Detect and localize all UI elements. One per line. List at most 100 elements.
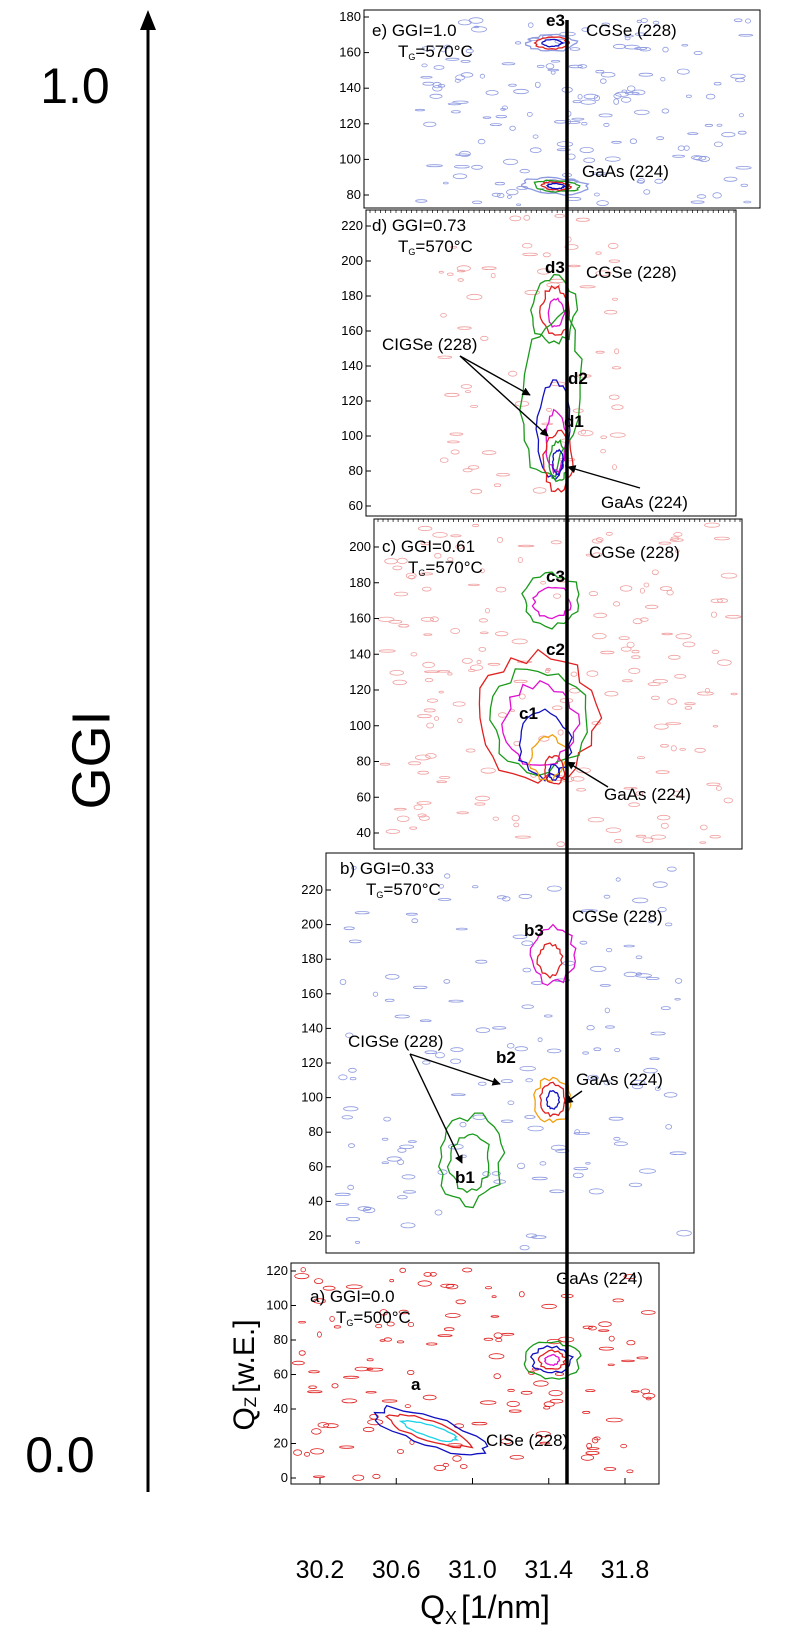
noise-contour (372, 991, 379, 997)
noise-contour (439, 457, 449, 463)
noise-contour (618, 636, 630, 640)
contour-line (398, 1420, 459, 1443)
noise-contour (609, 432, 626, 438)
noise-contour (455, 74, 466, 81)
noise-contour (571, 117, 585, 121)
panel-a-ggi-0-0: 0 20 40 60 80 100 120 a) GGI=0.0 TG=500°C GaAs (2… (266, 1262, 660, 1485)
noise-contour (480, 767, 496, 774)
noise-contour (352, 1474, 365, 1481)
noise-contour (482, 1171, 491, 1177)
noise-contour (411, 918, 419, 924)
noise-contour (467, 583, 480, 587)
noise-contour (568, 64, 583, 69)
contour-line (529, 923, 577, 986)
peak-label: c1 (519, 704, 538, 723)
y-tick-label: 40 (357, 825, 371, 840)
noise-contour (405, 572, 417, 579)
noise-contour (485, 90, 499, 96)
contour-line (539, 1081, 566, 1118)
noise-contour (649, 1057, 660, 1060)
noise-contour (549, 1189, 565, 1194)
peak-label: GaAs (224) (582, 162, 669, 181)
noise-contour (485, 608, 490, 614)
noise-contour (516, 203, 522, 206)
noise-contour (588, 591, 599, 597)
noise-contour (579, 146, 594, 153)
noise-contour (538, 735, 550, 742)
noise-contour (501, 62, 516, 66)
noise-contour (495, 115, 508, 119)
noise-contour (481, 450, 497, 455)
noise-contour (603, 122, 610, 127)
noise-contour (665, 1124, 673, 1130)
noise-contour (600, 650, 615, 655)
peak-label: GaAs (224) (604, 785, 691, 804)
noise-contour (651, 695, 660, 701)
noise-contour (426, 1342, 438, 1346)
noise-contour (366, 1358, 374, 1362)
ggi-axis-title: GGI (61, 710, 121, 809)
noise-contour (592, 632, 607, 640)
noise-contour (635, 973, 652, 978)
noise-contour (539, 1161, 547, 1166)
noise-contour (630, 1079, 646, 1086)
y-tick-label: 20 (309, 1228, 323, 1243)
noise-contour (362, 1426, 375, 1433)
label-arrow (409, 1053, 463, 1164)
noise-contour (386, 1156, 402, 1162)
noise-contour (493, 1373, 501, 1380)
noise-contour (733, 18, 743, 23)
noise-contour (576, 374, 592, 378)
noise-contour (495, 586, 507, 593)
noise-contour (407, 1322, 415, 1328)
noise-contour (582, 1051, 589, 1055)
noise-contour (620, 646, 632, 652)
noise-contour (526, 112, 533, 117)
noise-contour (529, 147, 542, 154)
x-axis: 30.2 30.6 31.0 31.4 31.8 (296, 1478, 649, 1584)
noise-contour (672, 790, 684, 797)
noise-contour (716, 785, 722, 791)
noise-contour (738, 113, 745, 118)
panel-d-ggi-0-73: 60 80 100 120 140 160 180 200 220 d) GGI=0.73 TG=5… (341, 209, 737, 517)
noise-contour (396, 1449, 404, 1454)
noise-contour (605, 827, 622, 833)
noise-contour (335, 1203, 350, 1206)
label-arrow (459, 355, 531, 396)
noise-contour (706, 782, 721, 786)
noise-contour (603, 1079, 611, 1086)
noise-contour (312, 1298, 326, 1304)
noise-contour (534, 81, 541, 88)
y-tick-label: 120 (339, 116, 361, 131)
y-tick-label: 120 (301, 1055, 323, 1070)
noise-contour (506, 189, 519, 196)
noise-contour (635, 791, 643, 796)
noise-contour (556, 148, 571, 152)
noise-contour (645, 604, 659, 610)
noise-contour (291, 1360, 305, 1366)
peak-label: GaAs (224) (601, 493, 688, 512)
y-tick-label: 60 (349, 498, 363, 513)
noise-contour (721, 132, 736, 138)
noise-contour (660, 822, 669, 829)
noise-contour (614, 348, 620, 355)
noise-contour (417, 770, 430, 775)
y-tick-label: 40 (274, 1401, 288, 1416)
noise-contour (639, 617, 649, 622)
noise-contour (585, 1389, 596, 1392)
peak-label: CGSe (228) (589, 543, 680, 562)
noise-contour (569, 47, 581, 51)
noise-contour (457, 326, 472, 330)
noise-contour (345, 1284, 363, 1290)
noise-contour (454, 78, 461, 83)
noise-contour (631, 649, 640, 654)
noise-contour (604, 156, 621, 162)
y-axis-ticks: 60 80 100 120 140 160 180 200 220 (341, 218, 371, 513)
noise-contour (564, 244, 579, 250)
noise-contour (603, 1467, 617, 1471)
peak-label: a (411, 1375, 421, 1394)
noise-contour (595, 251, 602, 255)
noise-contour (467, 465, 480, 470)
noise-contour (477, 1081, 487, 1086)
noise-contour (550, 540, 562, 545)
